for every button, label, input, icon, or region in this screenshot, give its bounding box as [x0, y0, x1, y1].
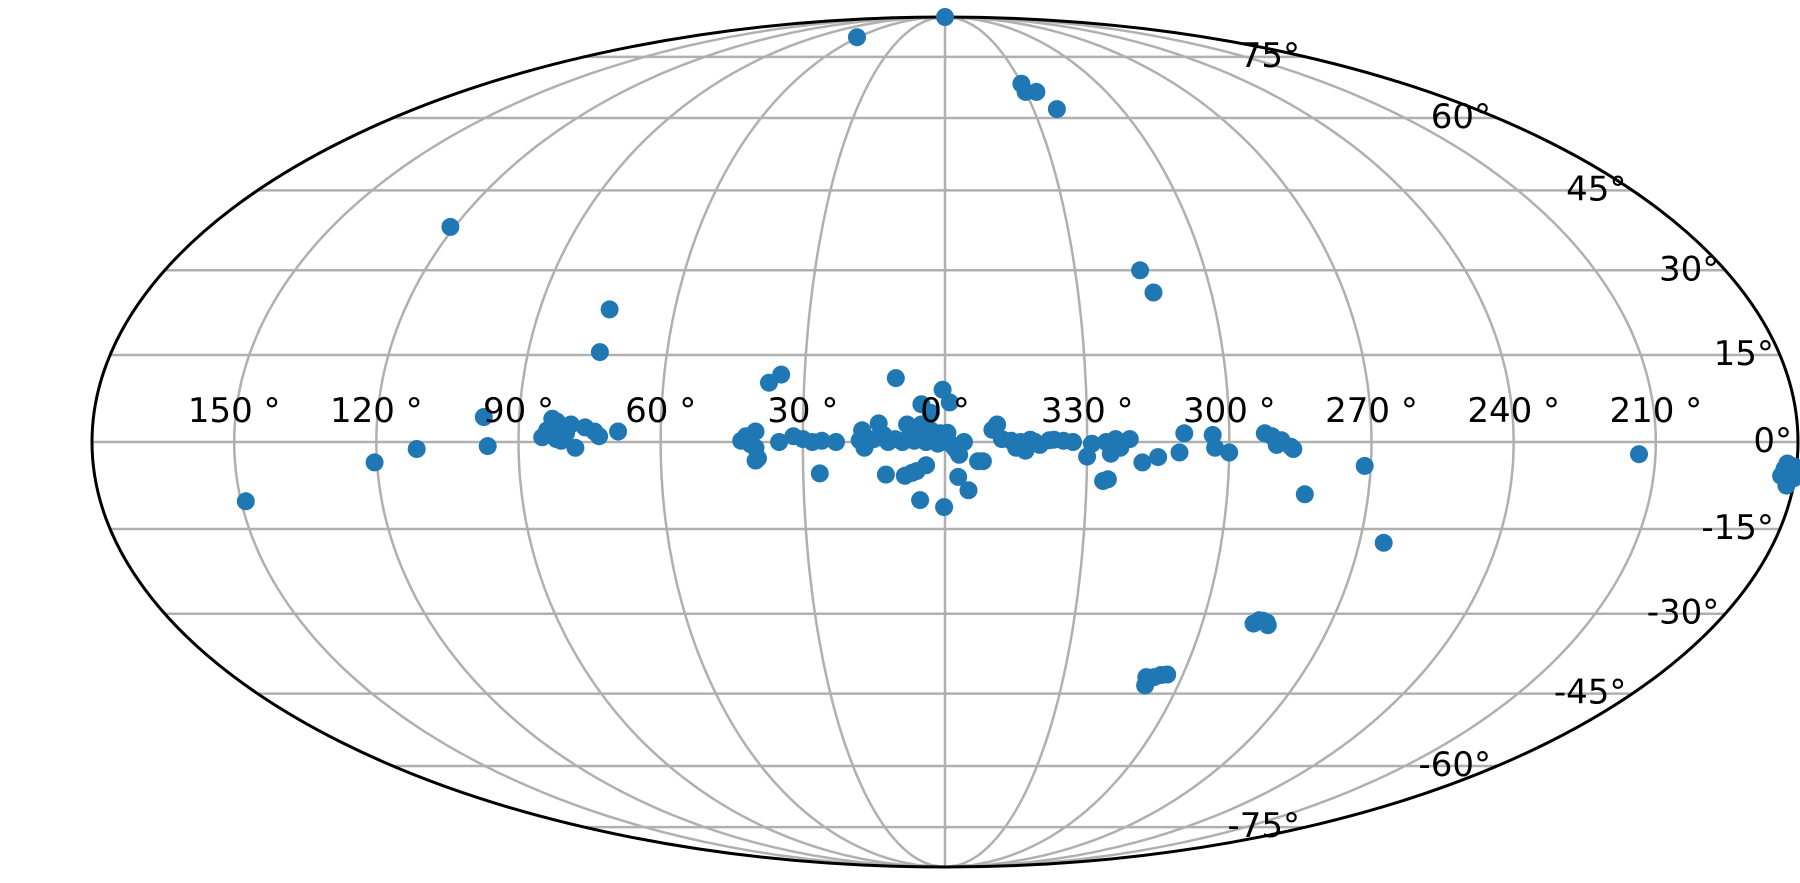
data-point	[441, 217, 460, 236]
data-point	[474, 408, 493, 426]
lon-tick-label: 150 °	[188, 391, 281, 431]
data-point	[1158, 665, 1177, 684]
data-point	[1170, 443, 1189, 462]
data-point	[1785, 469, 1800, 488]
lon-tick-label: 240 °	[1467, 391, 1560, 431]
lon-tick-label: 210 °	[1609, 391, 1702, 431]
data-point	[547, 430, 566, 449]
gridline-lon	[659, 17, 946, 867]
data-point	[407, 440, 426, 458]
data-point	[1144, 283, 1163, 302]
data-point	[959, 481, 978, 500]
data-point	[1098, 470, 1117, 489]
data-point	[770, 433, 789, 451]
data-point	[1295, 485, 1314, 504]
data-point	[533, 428, 552, 447]
data-point	[940, 393, 959, 412]
data-point	[988, 415, 1007, 434]
lat-tick-label: -30°	[1647, 593, 1720, 633]
data-points	[236, 8, 1800, 695]
data-point	[917, 456, 936, 475]
graticule	[92, 17, 1798, 867]
lon-tick-label: 270 °	[1325, 391, 1418, 431]
data-point	[566, 438, 585, 457]
lat-tick-label: 15°	[1714, 334, 1774, 374]
gridline-lon	[944, 17, 1658, 867]
lat-tick-label: 45°	[1566, 169, 1626, 209]
data-point	[1284, 440, 1303, 458]
longitude-tick-labels: 150 ° 120 ° 90 ° 60 ° 30 ° 0 ° 330 ° 300 ° 270 °…	[188, 391, 1702, 431]
data-point	[886, 369, 905, 388]
data-point	[1133, 453, 1152, 472]
data-point	[1374, 533, 1393, 552]
lon-tick-label: 60 °	[625, 391, 696, 431]
lat-tick-label: 60°	[1431, 97, 1491, 137]
data-point	[600, 300, 619, 319]
data-point	[1149, 448, 1168, 467]
data-point	[772, 365, 791, 384]
lat-tick-label: -45°	[1554, 673, 1627, 713]
lon-tick-label: 0 °	[920, 391, 969, 431]
lon-tick-label: 120 °	[330, 391, 423, 431]
data-point	[876, 465, 895, 484]
lon-tick-label: 330 °	[1041, 391, 1134, 431]
gridline-lon	[944, 17, 1231, 867]
gridline-lon	[517, 17, 946, 867]
data-point	[236, 492, 255, 511]
lat-tick-label: 30°	[1659, 249, 1719, 289]
data-point	[1027, 82, 1046, 101]
gridline-lon	[375, 17, 946, 867]
data-point	[1064, 433, 1082, 451]
lat-tick-label: -60°	[1418, 745, 1491, 785]
data-point	[1220, 443, 1239, 462]
data-point	[365, 453, 384, 472]
lon-tick-label: 90 °	[483, 391, 554, 431]
data-point	[609, 422, 628, 441]
data-point	[478, 437, 497, 456]
gridline-lon	[944, 17, 1373, 867]
data-point	[936, 8, 954, 26]
data-point	[973, 452, 992, 471]
data-point	[1630, 445, 1648, 464]
lon-tick-label: 300 °	[1183, 391, 1276, 431]
lat-tick-label: -75°	[1227, 806, 1300, 846]
data-point	[827, 433, 845, 451]
gridline-lon	[944, 17, 1515, 867]
data-point	[1258, 616, 1277, 635]
data-point	[810, 464, 829, 483]
data-point	[1206, 438, 1225, 457]
data-point	[1355, 456, 1374, 475]
data-point	[949, 467, 968, 486]
data-point	[746, 451, 765, 470]
data-point	[590, 427, 609, 446]
data-point	[1131, 261, 1150, 280]
data-point	[1082, 434, 1101, 453]
data-point	[590, 343, 609, 362]
lat-tick-label: -15°	[1701, 508, 1774, 548]
data-point	[935, 498, 954, 517]
data-point	[955, 433, 973, 451]
data-point	[1120, 430, 1139, 449]
lat-tick-label: 75°	[1240, 36, 1300, 76]
data-point	[1047, 100, 1066, 119]
lat-tick-label: 0°	[1753, 421, 1792, 461]
lon-tick-label: 30 °	[767, 391, 838, 431]
data-point	[812, 431, 831, 450]
gridline-lon	[232, 17, 946, 867]
latitude-tick-labels: -75° -60° -45° -30° -15° 0° 15° 30° 45° 60° 75°	[1227, 36, 1792, 846]
data-point	[848, 28, 866, 47]
data-point	[911, 491, 930, 510]
data-point	[1175, 424, 1194, 443]
